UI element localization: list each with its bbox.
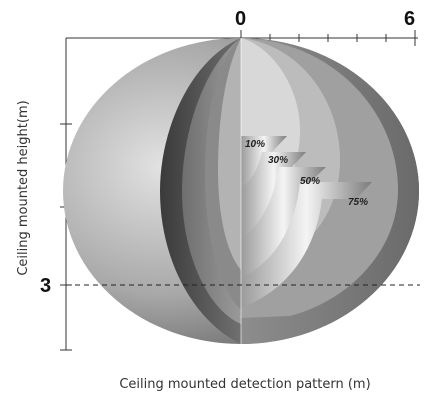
zone-label-50: 50% <box>300 176 320 187</box>
step-50 <box>241 167 326 278</box>
top-axis-end-label: 6 <box>404 8 415 30</box>
zone-label-75: 75% <box>348 197 368 208</box>
left-axis-marker-label: 3 <box>40 275 51 297</box>
x-axis-title: Ceiling mounted detection pattern (m) <box>119 377 370 392</box>
zone-label-10: 10% <box>245 139 265 150</box>
axes <box>60 30 418 351</box>
detection-shape <box>63 38 419 344</box>
zone-label-30: 30% <box>268 155 288 166</box>
inner-face-left-light <box>218 38 241 270</box>
zone-labels: 10% 30% 50% 75% <box>245 139 368 208</box>
step-30 <box>241 152 306 238</box>
step-75 <box>241 182 372 308</box>
top-axis-start-label: 0 <box>235 8 246 30</box>
step-10 <box>241 136 287 186</box>
y-axis-title: Ceiling mounted height(m) <box>16 100 31 275</box>
